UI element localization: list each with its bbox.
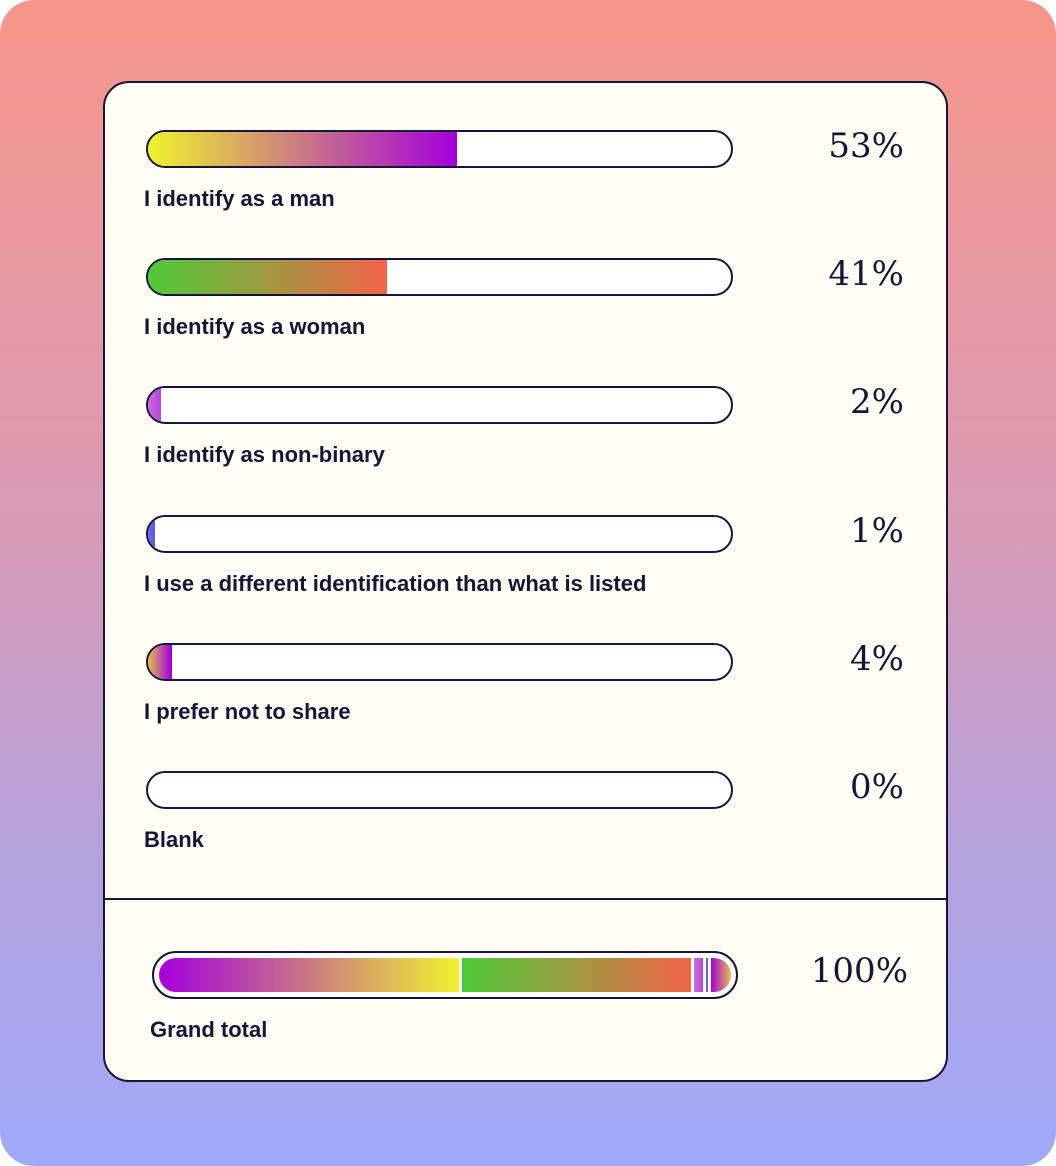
bar-value-label: 2% — [850, 382, 904, 423]
bar-row: 0% Blank — [105, 767, 946, 881]
bar — [148, 644, 173, 679]
total-segment — [702, 958, 709, 992]
category-label: I identify as non-binary — [144, 442, 385, 468]
bar — [148, 388, 161, 423]
total-segment — [159, 958, 460, 992]
bar — [148, 260, 388, 295]
bar — [148, 516, 155, 551]
bar-track — [146, 258, 733, 297]
bar-track — [146, 130, 733, 168]
bar-row: 53% I identify as a man — [105, 126, 946, 240]
category-label: I identify as a woman — [144, 314, 366, 340]
grand-total-bar — [152, 951, 738, 999]
bar-value-label: 53% — [828, 126, 904, 166]
total-segment — [459, 958, 692, 992]
bar-value-label: 1% — [850, 510, 904, 551]
bar-track — [146, 386, 733, 425]
bar-track — [146, 514, 733, 553]
total-segment — [708, 958, 731, 992]
grand-total-label: Grand total — [150, 1017, 268, 1042]
grand-total-bar-inner — [159, 958, 731, 992]
bar-row: 4% I prefer not to share — [105, 639, 946, 753]
bar-track — [146, 642, 733, 681]
bar-value-label: 41% — [828, 254, 904, 295]
bar-track — [146, 771, 733, 809]
bar-value-label: 0% — [850, 767, 904, 807]
bar-row: 2% I identify as non-binary — [105, 382, 946, 496]
category-label: I prefer not to share — [144, 698, 351, 724]
category-label: I identify as a man — [144, 186, 335, 211]
total-segment — [691, 958, 703, 992]
total-divider — [105, 898, 946, 900]
category-label: Blank — [144, 827, 204, 852]
bar — [148, 132, 457, 166]
grand-total-value: 100% — [810, 951, 908, 991]
chart-card: 53% I identify as a man 41% I identify as a… — [103, 81, 948, 1082]
bar-value-label: 4% — [850, 638, 904, 679]
grand-total-row: 100% Grand total — [105, 951, 946, 1061]
bar-row: 1% I use a different identification than … — [105, 511, 946, 625]
bar-row: 41% I identify as a woman — [105, 254, 946, 368]
category-label: I use a different identification than wh… — [144, 570, 647, 596]
